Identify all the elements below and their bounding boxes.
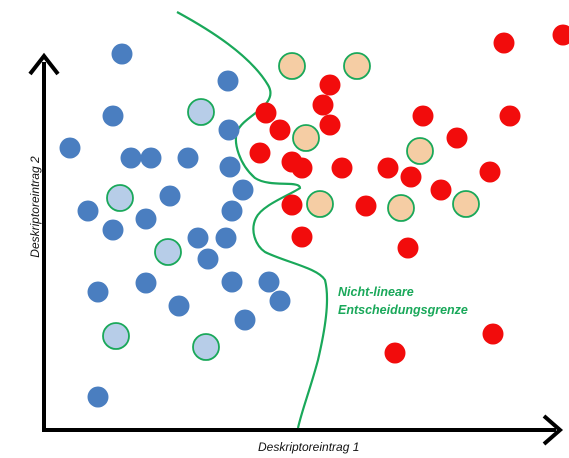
class-a-point xyxy=(269,290,291,312)
class-a-highlighted-point xyxy=(102,322,130,350)
class-a-point xyxy=(221,271,243,293)
class-a-point xyxy=(111,43,133,65)
class-a-point xyxy=(87,386,109,408)
decision-boundary-curve xyxy=(176,11,329,429)
class-b-highlighted-point xyxy=(452,190,480,218)
class-b-point xyxy=(446,127,468,149)
class-a-point xyxy=(258,271,280,293)
class-b-points xyxy=(249,24,569,364)
y-axis-arrowhead xyxy=(28,52,60,76)
class-a-point xyxy=(140,147,162,169)
class-b-point xyxy=(331,157,353,179)
class-b-point xyxy=(397,237,419,259)
class-a-points xyxy=(59,43,291,408)
class-b-point xyxy=(377,157,399,179)
class-b-highlighted-point xyxy=(406,137,434,165)
class-a-point xyxy=(234,309,256,331)
class-b-point xyxy=(291,226,313,248)
class-b-point xyxy=(355,195,377,217)
class-b-highlighted-point xyxy=(306,190,334,218)
class-b-highlighted-point xyxy=(292,124,320,152)
class-b-point xyxy=(412,105,434,127)
class-b-point xyxy=(552,24,569,46)
class-a-point xyxy=(221,200,243,222)
class-b-point xyxy=(249,142,271,164)
class-a-point xyxy=(187,227,209,249)
class-b-point xyxy=(499,105,521,127)
class-a-point xyxy=(102,219,124,241)
class-a-highlighted-point xyxy=(192,333,220,361)
class-a-point xyxy=(232,179,254,201)
class-a-point xyxy=(177,147,199,169)
class-a-highlighted-point xyxy=(106,184,134,212)
class-b-point xyxy=(255,102,277,124)
class-b-point xyxy=(319,114,341,136)
x-axis-label: Deskriptoreintrag 1 xyxy=(258,440,360,454)
class-a-point xyxy=(159,185,181,207)
class-a-point xyxy=(215,227,237,249)
class-a-point xyxy=(87,281,109,303)
class-b-point xyxy=(493,32,515,54)
class-b-point xyxy=(482,323,504,345)
class-b-point xyxy=(319,74,341,96)
class-b-highlighted-points xyxy=(278,52,480,222)
class-b-highlighted-point xyxy=(387,194,415,222)
y-axis-label: Deskriptoreintrag 2 xyxy=(28,156,42,258)
class-a-point xyxy=(197,248,219,270)
class-a-point xyxy=(219,156,241,178)
class-b-point xyxy=(281,194,303,216)
class-a-highlighted-point xyxy=(187,98,215,126)
class-a-point xyxy=(77,200,99,222)
class-a-point xyxy=(218,119,240,141)
axes xyxy=(28,52,564,446)
x-axis-arrowhead xyxy=(542,414,564,446)
class-a-highlighted-point xyxy=(154,238,182,266)
boundary-label-line2: Entscheidungsgrenze xyxy=(338,303,468,317)
class-b-point xyxy=(269,119,291,141)
class-b-point xyxy=(312,94,334,116)
boundary-label-line1: Nicht-lineare xyxy=(338,285,414,299)
class-a-point xyxy=(168,295,190,317)
class-b-point xyxy=(291,157,313,179)
class-b-point xyxy=(384,342,406,364)
class-b-highlighted-point xyxy=(343,52,371,80)
class-b-point xyxy=(400,166,422,188)
class-a-point xyxy=(135,272,157,294)
class-b-highlighted-point xyxy=(278,52,306,80)
class-a-point xyxy=(120,147,142,169)
class-a-highlighted-points xyxy=(102,98,220,361)
class-a-point xyxy=(135,208,157,230)
class-a-point xyxy=(217,70,239,92)
class-b-point xyxy=(430,179,452,201)
class-a-point xyxy=(102,105,124,127)
class-a-point xyxy=(59,137,81,159)
class-b-point xyxy=(479,161,501,183)
